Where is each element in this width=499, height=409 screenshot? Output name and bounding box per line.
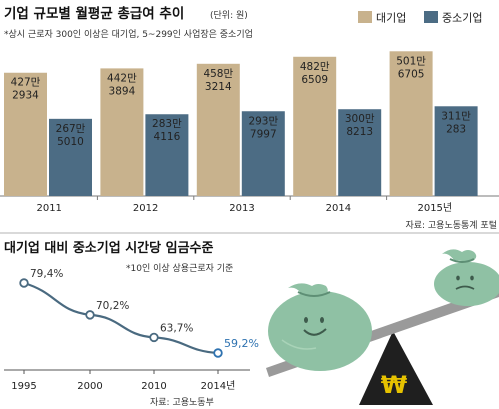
bag-eye-icon xyxy=(304,317,308,323)
bar-value-label: 442만 xyxy=(107,72,137,84)
bar-value-label: 6509 xyxy=(301,74,328,86)
line-series xyxy=(23,281,219,355)
bar-value-label: 482만 xyxy=(300,61,330,73)
bar-value-label: 293만 xyxy=(248,115,278,127)
bar-value-label: 3894 xyxy=(109,85,136,97)
bar-large-company xyxy=(293,56,337,197)
bag-eye-icon xyxy=(470,275,474,281)
bar-small-company xyxy=(49,118,92,196)
line-x-tick-label: 1995 xyxy=(11,381,36,392)
bar-value-label: 3214 xyxy=(205,81,232,93)
bar-value-label: 8213 xyxy=(346,126,373,138)
line-point xyxy=(19,278,29,288)
bar-chart-unit-note: (단위: 원) xyxy=(210,10,248,21)
large-money-bag xyxy=(268,283,372,371)
bar-small-company xyxy=(145,114,189,196)
bar-value-label: 267만 xyxy=(56,123,86,135)
bar-chart-subnote: *상시 근로자 300인 이상은 대기업, 5~299인 사업장은 중소기업 xyxy=(4,29,253,40)
line-x-tick-label: 2000 xyxy=(77,381,102,392)
legend: 대기업 중소기업 xyxy=(358,11,482,25)
fulcrum xyxy=(359,331,433,405)
x-tick-label: 2013 xyxy=(229,203,254,214)
line-point xyxy=(85,310,95,320)
bar-small-company xyxy=(434,106,478,196)
bar-value-label: 4116 xyxy=(154,131,181,143)
line-value-label: 79,4% xyxy=(30,268,63,280)
bar-large-company xyxy=(389,51,433,197)
bag-frown-icon xyxy=(455,285,475,290)
bag-eye-icon xyxy=(456,275,460,281)
line-point xyxy=(149,332,159,343)
line-value-label: 63,7% xyxy=(160,322,193,334)
legend-label-small: 중소기업 xyxy=(442,12,482,25)
bar-large-company xyxy=(100,68,144,196)
bar-value-label: 427만 xyxy=(11,77,41,89)
bar-large-company xyxy=(4,72,47,196)
bar-value-label: 283만 xyxy=(152,118,182,130)
line-chart-title: 대기업 대비 중소기업 시간당 임금수준 xyxy=(4,240,214,256)
line-value-label: 70,2% xyxy=(96,300,129,312)
line-x-tick-label: 2014년 xyxy=(201,380,236,392)
bar-value-label: 300만 xyxy=(345,113,375,125)
line-plot-area: 79,4% 1995 70,2% 2000 63,7% 2010 59,2% 2014년 xyxy=(4,268,259,392)
bar-value-label: 501만 xyxy=(396,55,426,67)
bag-eye-icon xyxy=(320,317,324,323)
bar-chart-source: 자료: 고용노동통계 포털 xyxy=(405,219,497,231)
line-point xyxy=(213,348,223,358)
x-tick-label: 2015년 xyxy=(417,202,452,214)
won-symbol: ₩ xyxy=(381,371,408,399)
bag-smile-icon xyxy=(303,328,327,336)
bar-chart-title: 기업 규모별 월평균 총급여 추이 xyxy=(4,5,184,22)
line-value-label: 59,2% xyxy=(224,337,259,350)
bar-value-label: 7997 xyxy=(250,128,277,140)
x-tick-label: 2014 xyxy=(326,203,351,214)
bar-value-label: 458만 xyxy=(203,68,233,80)
x-tick-label: 2012 xyxy=(133,203,158,214)
small-money-bag xyxy=(434,249,499,306)
line-chart-subnote: *10인 이상 상용근로자 기준 xyxy=(126,263,233,274)
bar-value-label: 5010 xyxy=(57,136,84,148)
line-chart-source: 자료: 고용노동부 xyxy=(150,397,214,408)
bar-value-label: 2934 xyxy=(12,90,39,102)
line-x-tick-label: 2010 xyxy=(141,381,166,392)
bar-small-company xyxy=(338,109,382,196)
bar-value-label: 283 xyxy=(446,123,466,135)
bar-small-company xyxy=(241,111,285,196)
legend-label-large: 대기업 xyxy=(376,12,406,25)
bar-value-label: 311만 xyxy=(441,110,471,122)
legend-swatch-large xyxy=(358,11,372,23)
x-tick-label: 2011 xyxy=(36,203,61,214)
bar-value-label: 6705 xyxy=(398,68,425,80)
legend-swatch-small xyxy=(424,11,438,23)
bar-large-company xyxy=(196,63,240,197)
seesaw-illustration: ₩ xyxy=(266,249,499,405)
